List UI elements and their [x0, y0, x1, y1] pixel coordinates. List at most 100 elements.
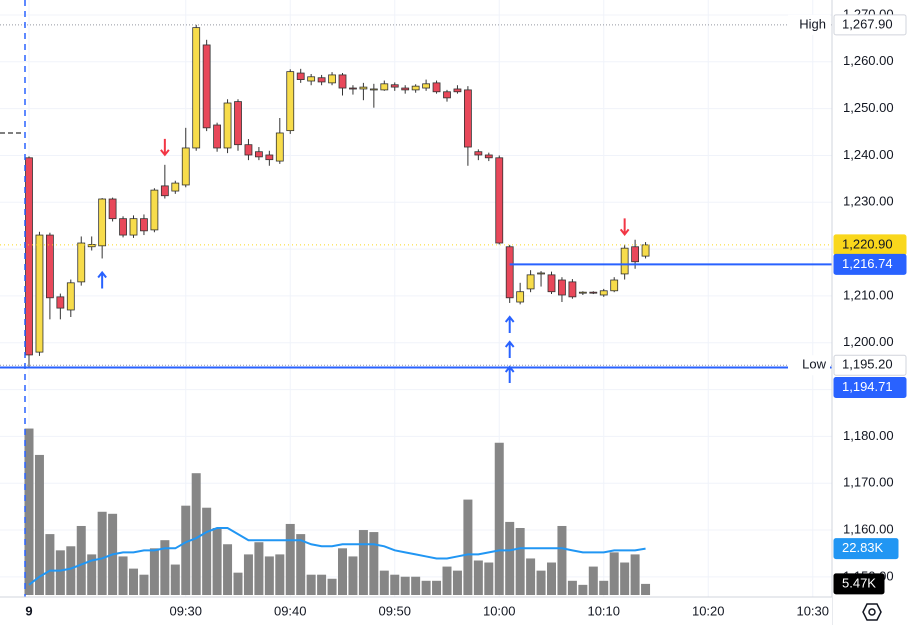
x-tick-label: 9 — [25, 603, 32, 618]
x-tick-label: 10:30 — [796, 603, 829, 618]
candle-body — [66, 282, 75, 311]
volume-bar — [243, 554, 253, 595]
volume-bar — [306, 574, 316, 595]
volume-bar — [421, 580, 431, 595]
volume-bar — [515, 528, 525, 595]
volume-bar — [296, 534, 306, 595]
volume-bar — [170, 564, 180, 595]
x-tick-label: 09:50 — [378, 603, 411, 618]
candle-body — [181, 147, 190, 186]
price-line-label: 1,195.20 — [842, 357, 893, 372]
price-line-label: 1,267.90 — [842, 16, 893, 31]
settings-button[interactable] — [862, 603, 882, 621]
candle-body — [484, 154, 493, 159]
volume-bar — [609, 552, 619, 595]
candle-body — [505, 246, 514, 299]
volume-bar — [45, 534, 55, 595]
volume-bar — [285, 523, 295, 595]
candle-body — [349, 87, 357, 90]
volume-label: 5.47K — [842, 575, 876, 590]
x-tick-label: 10:10 — [587, 603, 620, 618]
candle-body — [599, 290, 608, 296]
candle-body — [244, 144, 253, 156]
volume-bar — [202, 507, 212, 595]
candle-body — [610, 279, 619, 292]
x-tick-label: 10:00 — [483, 603, 516, 618]
candle-body — [380, 83, 389, 91]
candle-body — [46, 234, 54, 299]
candle-body — [537, 272, 545, 275]
volume-bar — [87, 554, 97, 595]
candle-body — [307, 76, 316, 82]
volume-bar — [620, 562, 630, 595]
candle-body — [160, 185, 169, 197]
price-line-label-box — [833, 14, 907, 36]
volume-bar — [76, 525, 86, 595]
volume-bar — [505, 521, 515, 595]
volume-bar — [400, 576, 410, 595]
volume-bar — [129, 568, 138, 595]
candle-body — [192, 27, 201, 149]
candle-body — [578, 291, 587, 294]
candle-body — [495, 157, 504, 244]
price-line-name-box — [788, 14, 830, 35]
volume-ma-line — [28, 527, 646, 586]
volume-bar — [97, 511, 107, 595]
candle-body — [265, 154, 274, 161]
horizontal-line-label: 1,216.74 — [842, 256, 893, 271]
candle-body — [35, 234, 44, 353]
y-tick-label: 1,170.00 — [843, 475, 894, 490]
y-tick-label: 1,160.00 — [843, 521, 894, 536]
volume-bar — [66, 546, 76, 595]
last-price-label: 1,220.90 — [842, 236, 893, 251]
volume-ma-label: 22.83K — [842, 540, 884, 555]
y-tick-label: 1,250.00 — [843, 100, 894, 115]
y-tick-label: 1,230.00 — [843, 194, 894, 209]
signal-arrow — [504, 315, 515, 333]
candle-body — [516, 291, 525, 303]
volume-bar — [275, 554, 285, 595]
candle-body — [401, 87, 410, 91]
signal-arrow — [97, 270, 107, 289]
candle-body — [223, 102, 232, 149]
candle-body — [56, 296, 65, 309]
volume-bar — [547, 562, 556, 595]
y-tick-label: 1,240.00 — [843, 147, 894, 162]
candle-body — [338, 74, 347, 89]
horizontal-line-label-box — [833, 377, 907, 399]
price-lines — [0, 24, 832, 369]
candle-body — [443, 91, 451, 99]
signal-arrow — [619, 218, 630, 237]
candle-body — [631, 246, 639, 263]
signal-arrow — [160, 138, 170, 157]
volume-pane — [24, 428, 651, 595]
volume-bar — [641, 583, 651, 595]
candle-body — [254, 151, 263, 158]
candle-body — [411, 85, 420, 91]
volume-bar — [390, 574, 400, 595]
volume-bar — [348, 556, 358, 595]
candle-body — [641, 244, 650, 257]
volume-bar — [599, 580, 609, 595]
candle-body — [317, 77, 326, 83]
candle-body — [202, 44, 211, 129]
volume-bar — [254, 542, 264, 595]
volume-bar — [463, 499, 473, 595]
price-line-name: Low — [802, 357, 826, 372]
candle-body — [620, 247, 629, 275]
volume-bar — [630, 554, 640, 595]
y-tick-label: 1,260.00 — [843, 53, 894, 68]
volume-bar — [432, 580, 442, 595]
price-line-label-box — [833, 354, 907, 376]
candle-body — [150, 189, 159, 231]
volume-bar — [369, 532, 379, 595]
candle-body — [213, 124, 222, 149]
candle-body — [547, 274, 556, 293]
candle-body — [589, 291, 598, 294]
volume-bar — [118, 556, 128, 595]
candle-body — [87, 244, 96, 248]
volume-bar — [484, 562, 494, 595]
candle-body — [328, 74, 336, 84]
candle-body — [558, 279, 566, 296]
